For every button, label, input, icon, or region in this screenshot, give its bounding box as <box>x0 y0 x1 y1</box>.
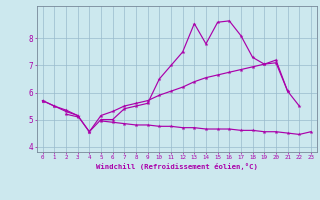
X-axis label: Windchill (Refroidissement éolien,°C): Windchill (Refroidissement éolien,°C) <box>96 163 258 170</box>
